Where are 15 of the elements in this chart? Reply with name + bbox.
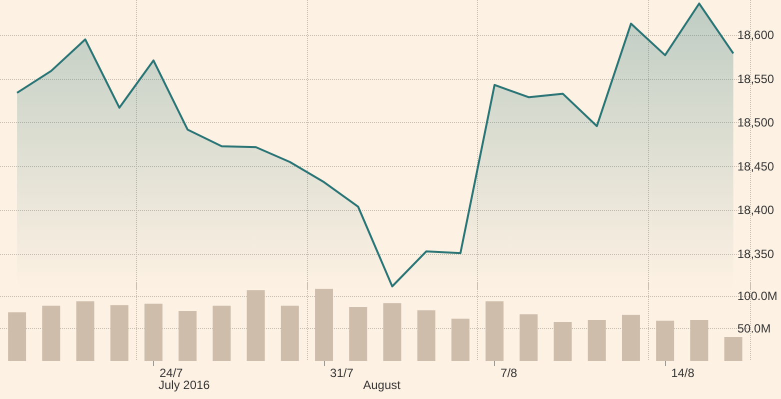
text: August (363, 378, 402, 392)
y-tick-label: 18,450 (737, 159, 774, 174)
y-tick-label: 18,500 (737, 116, 774, 130)
y-tick-label: 18,550 (737, 72, 774, 86)
text: July 2016 (158, 378, 210, 392)
x-tick-label: 31/7 (330, 366, 354, 380)
x-tick-label: 24/7 (159, 366, 184, 380)
y-tick-label: 18,600 (737, 28, 774, 42)
x-tick-label: 14/8 (671, 366, 695, 380)
bar (724, 336, 742, 361)
y-tick-label: 100.0M (737, 289, 778, 303)
y-tick-label: 18,400 (737, 203, 774, 218)
x-tick-label: 7/8 (500, 366, 518, 380)
y-tick-label: 18,350 (737, 246, 774, 261)
y-tick-label: 50.0M (737, 322, 771, 336)
